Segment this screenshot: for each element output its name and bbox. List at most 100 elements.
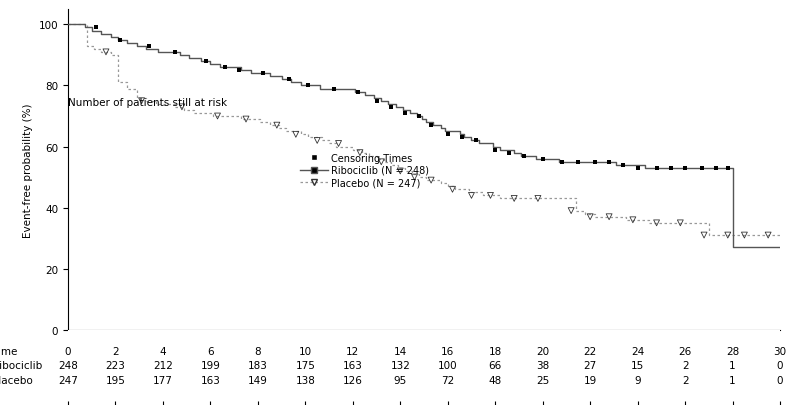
- Text: 163: 163: [201, 375, 220, 385]
- Point: [678, 165, 691, 172]
- Point: [270, 123, 283, 129]
- Point: [394, 168, 406, 175]
- Point: [408, 175, 421, 181]
- Point: [626, 217, 639, 224]
- Point: [484, 193, 497, 199]
- Point: [290, 132, 302, 138]
- Point: [398, 111, 411, 117]
- Point: [650, 220, 663, 226]
- Point: [503, 150, 516, 156]
- Point: [199, 59, 212, 65]
- Point: [233, 68, 246, 74]
- Text: 48: 48: [489, 375, 502, 385]
- Text: 38: 38: [536, 360, 550, 371]
- Text: 72: 72: [441, 375, 454, 385]
- Text: 2: 2: [682, 375, 688, 385]
- Point: [311, 138, 324, 144]
- Point: [413, 113, 426, 120]
- Point: [99, 49, 112, 56]
- Point: [302, 83, 314, 90]
- Point: [282, 77, 295, 83]
- Text: 175: 175: [295, 360, 315, 371]
- Text: 6: 6: [207, 346, 214, 356]
- Point: [446, 187, 459, 193]
- Point: [425, 177, 438, 184]
- Point: [695, 165, 708, 172]
- Text: 195: 195: [106, 375, 126, 385]
- Point: [665, 165, 678, 172]
- Text: 0: 0: [65, 346, 71, 356]
- Y-axis label: Event-free probability (%): Event-free probability (%): [23, 103, 33, 237]
- Point: [584, 214, 597, 220]
- Text: Placebo: Placebo: [0, 375, 33, 385]
- Text: 163: 163: [343, 360, 362, 371]
- Text: 100: 100: [438, 360, 458, 371]
- Point: [351, 89, 364, 96]
- Point: [602, 214, 615, 220]
- Point: [240, 117, 253, 123]
- Text: 223: 223: [106, 360, 126, 371]
- Point: [762, 232, 774, 239]
- Point: [370, 98, 383, 105]
- Point: [470, 138, 482, 144]
- Text: 248: 248: [58, 360, 78, 371]
- Text: 30: 30: [774, 346, 786, 356]
- Text: 27: 27: [583, 360, 597, 371]
- Text: 183: 183: [248, 360, 268, 371]
- Point: [738, 232, 750, 239]
- Text: 24: 24: [631, 346, 644, 356]
- Text: 9: 9: [634, 375, 641, 385]
- Point: [327, 86, 340, 93]
- Text: 18: 18: [489, 346, 502, 356]
- Point: [455, 135, 468, 141]
- Point: [354, 150, 366, 156]
- Text: 247: 247: [58, 375, 78, 385]
- Point: [674, 220, 686, 226]
- Point: [425, 123, 438, 129]
- Point: [175, 104, 188, 111]
- Text: 66: 66: [489, 360, 502, 371]
- Text: 4: 4: [160, 346, 166, 356]
- Text: 28: 28: [726, 346, 739, 356]
- Point: [698, 232, 710, 239]
- Text: Time: Time: [0, 346, 18, 356]
- Point: [508, 196, 521, 202]
- Point: [90, 25, 103, 32]
- Point: [375, 159, 388, 166]
- Point: [572, 159, 585, 166]
- Text: 10: 10: [298, 346, 312, 356]
- Text: 0: 0: [777, 360, 783, 371]
- Text: 25: 25: [536, 375, 550, 385]
- Point: [442, 132, 454, 138]
- Text: 1: 1: [730, 375, 736, 385]
- Point: [589, 159, 602, 166]
- Text: 12: 12: [346, 346, 359, 356]
- Point: [142, 43, 155, 50]
- Text: 95: 95: [394, 375, 407, 385]
- Point: [465, 193, 478, 199]
- Point: [218, 65, 231, 71]
- Text: 149: 149: [248, 375, 268, 385]
- Point: [114, 37, 126, 44]
- Text: Ribociclib: Ribociclib: [0, 360, 42, 371]
- Text: 138: 138: [295, 375, 315, 385]
- Legend: Censoring Times, Ribociclib (N = 248), Placebo (N = 247): Censoring Times, Ribociclib (N = 248), P…: [297, 149, 434, 192]
- Point: [536, 156, 549, 162]
- Point: [722, 232, 734, 239]
- Text: 15: 15: [631, 360, 644, 371]
- Text: 22: 22: [583, 346, 597, 356]
- Point: [332, 141, 345, 147]
- Point: [722, 165, 734, 172]
- Point: [531, 196, 544, 202]
- Point: [650, 165, 663, 172]
- Text: 26: 26: [678, 346, 692, 356]
- Point: [565, 208, 578, 214]
- Text: 199: 199: [201, 360, 220, 371]
- Point: [631, 165, 644, 172]
- Point: [169, 49, 182, 56]
- Text: 8: 8: [254, 346, 261, 356]
- Point: [710, 165, 722, 172]
- Point: [489, 147, 502, 153]
- Text: 20: 20: [536, 346, 550, 356]
- Text: 2: 2: [682, 360, 688, 371]
